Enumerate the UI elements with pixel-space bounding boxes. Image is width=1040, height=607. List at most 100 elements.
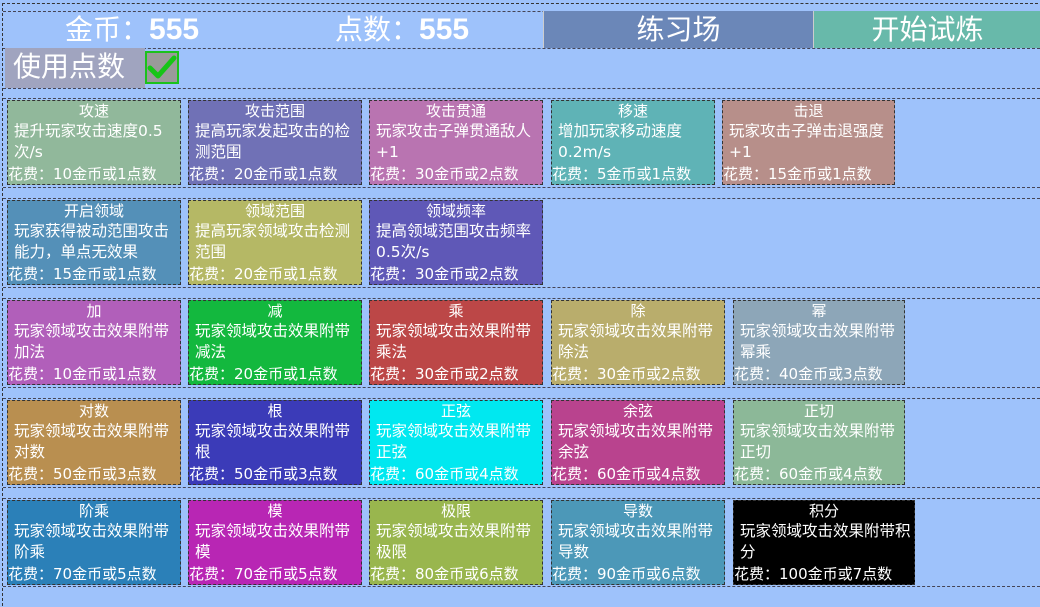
practice-button[interactable]: 练习场	[543, 11, 813, 48]
divider	[3, 387, 1040, 388]
divider	[3, 498, 1040, 499]
upgrade-description: 玩家领域攻击效果附带除法	[558, 322, 714, 361]
upgrade-card[interactable]: 正切 玩家领域攻击效果附带正切 花费：60金币或4点数	[733, 400, 905, 485]
upgrade-description: 玩家攻击子弹击退强度+1	[729, 122, 885, 161]
upgrade-card[interactable]: 余弦玩家领域攻击效果附带余弦花费：60金币或4点数	[551, 400, 725, 485]
upgrade-description: 玩家领域攻击效果附带余弦	[558, 422, 714, 461]
upgrade-title: 模	[267, 502, 283, 520]
upgrade-card[interactable]: 乘玩家领域攻击效果附带乘法花费：30金币或2点数	[369, 300, 543, 385]
upgrade-card[interactable]: 攻速 提升玩家攻击速度0.5次/s 花费：10金币或1点数	[7, 100, 181, 185]
upgrade-cost: 花费：50金币或3点数	[8, 465, 157, 483]
upgrade-description: 玩家领域攻击效果附带导数	[558, 522, 714, 561]
divider	[3, 187, 1040, 188]
upgrade-title: 攻击贯通	[425, 102, 486, 120]
upgrade-description: 玩家领域攻击效果附带阶乘	[14, 522, 170, 561]
upgrade-cost: 花费：5金币或1点数	[552, 165, 692, 183]
upgrade-card[interactable]: 阶乘玩家领域攻击效果附带阶乘花费：70金币或5点数	[7, 500, 181, 585]
upgrade-card[interactable]: 加玩家领域攻击效果附带加法 花费：10金币或1点数	[7, 300, 181, 385]
divider	[3, 48, 1040, 49]
upgrade-title: 减	[267, 302, 283, 320]
upgrade-title: 击退	[793, 102, 824, 120]
upgrade-description: 玩家领域攻击效果附带正弦	[376, 422, 532, 461]
upgrade-card[interactable]: 击退玩家攻击子弹击退强度+1 花费：15金币或1点数	[722, 100, 895, 185]
start-trial-button[interactable]: 开始试炼	[813, 11, 1040, 48]
gold-value: 555	[149, 13, 200, 46]
upgrade-cost: 花费：20金币或1点数	[189, 265, 338, 283]
upgrade-cost: 花费：30金币或2点数	[370, 365, 519, 383]
upgrade-title: 导数	[622, 502, 653, 520]
upgrade-description: 玩家攻击子弹贯通敌人+1	[376, 122, 532, 161]
divider	[3, 298, 1040, 299]
upgrade-title: 领域频率	[425, 202, 486, 220]
upgrade-description: 玩家领域攻击效果附带加法	[14, 322, 170, 361]
upgrade-card[interactable]: 正弦玩家领域攻击效果附带正弦花费：60金币或4点数	[369, 400, 543, 485]
upgrade-cost: 花费：70金币或5点数	[8, 565, 157, 583]
upgrade-card[interactable]: 攻击范围提高玩家发起攻击的检测范围花费：20金币或1点数	[188, 100, 362, 185]
upgrade-title: 根	[267, 402, 283, 420]
divider	[3, 398, 1040, 399]
upgrade-cost: 花费：15金币或1点数	[723, 165, 872, 183]
upgrade-description: 玩家领域攻击效果附带正切	[740, 422, 896, 461]
upgrade-description: 玩家领域攻击效果附带极限	[376, 522, 532, 561]
upgrade-card[interactable]: 对数玩家领域攻击效果附带对数花费：50金币或3点数	[7, 400, 181, 485]
upgrade-card[interactable]: 移速 增加玩家移动速度0.2m/s 花费：5金币或1点数	[551, 100, 715, 185]
upgrade-description: 玩家获得被动范围攻击能力，单点无效果	[14, 222, 170, 261]
upgrade-title: 正弦	[440, 402, 471, 420]
upgrade-card[interactable]: 模玩家领域攻击效果附带模花费：70金币或5点数	[188, 500, 362, 585]
upgrade-title: 阶乘	[78, 502, 109, 520]
upgrade-card[interactable]: 导数玩家领域攻击效果附带导数花费：90金币或6点数	[551, 500, 725, 585]
upgrade-description: 玩家领域攻击效果附带模	[195, 522, 351, 561]
divider	[3, 198, 1040, 199]
upgrade-card[interactable]: 领域频率 提高领域范围攻击频率0.5次/s 花费：30金币或2点数	[369, 200, 543, 285]
upgrade-title: 攻击范围	[244, 102, 305, 120]
upgrade-cost: 花费：60金币或4点数	[552, 465, 701, 483]
upgrade-cost: 花费：15金币或1点数	[8, 265, 157, 283]
upgrade-description: 玩家领域攻击效果附带积分	[740, 522, 911, 561]
divider	[3, 287, 1040, 288]
upgrade-title: 对数	[78, 402, 109, 420]
divider	[3, 88, 1040, 89]
upgrade-title: 领域范围	[244, 202, 305, 220]
use-points-label: 使用点数	[5, 48, 145, 88]
upgrade-cost: 花费：20金币或1点数	[189, 165, 338, 183]
upgrade-cost: 花费：90金币或6点数	[552, 565, 701, 583]
divider	[3, 487, 1040, 488]
use-points-checkbox[interactable]	[145, 51, 179, 84]
upgrade-card[interactable]: 领域范围提高玩家领域攻击检测范围花费：20金币或1点数	[188, 200, 362, 285]
divider	[3, 98, 1040, 99]
upgrade-card[interactable]: 攻击贯通玩家攻击子弹贯通敌人+1 花费：30金币或2点数	[369, 100, 543, 185]
upgrade-cost: 花费：60金币或4点数	[370, 465, 519, 483]
upgrade-cost: 花费：10金币或1点数	[8, 165, 157, 183]
upgrade-description: 提高玩家领域攻击检测范围	[195, 222, 351, 261]
upgrade-card[interactable]: 减玩家领域攻击效果附带减法 花费：20金币或1点数	[188, 300, 362, 385]
upgrade-cost: 花费：70金币或5点数	[189, 565, 338, 583]
divider	[3, 11, 1040, 12]
points-value: 555	[419, 13, 470, 46]
upgrade-title: 乘	[448, 302, 464, 320]
upgrade-cost: 花费：60金币或4点数	[734, 465, 883, 483]
upgrade-title: 加	[86, 302, 102, 320]
gold-display: 金币：555	[65, 11, 199, 48]
upgrade-cost: 花费：80金币或6点数	[370, 565, 519, 583]
upgrade-card[interactable]: 开启领域 玩家获得被动范围攻击能力，单点无效果 花费：15金币或1点数	[7, 200, 181, 285]
upgrade-title: 极限	[440, 502, 471, 520]
upgrade-description: 提高领域范围攻击频率0.5次/s	[376, 222, 532, 261]
upgrade-description: 玩家领域攻击效果附带对数	[14, 422, 170, 461]
upgrade-cost: 花费：40金币或3点数	[734, 365, 883, 383]
upgrade-description: 玩家领域攻击效果附带根	[195, 422, 351, 461]
upgrade-card[interactable]: 除玩家领域攻击效果附带除法 花费：30金币或2点数	[551, 300, 725, 385]
upgrade-description: 玩家领域攻击效果附带减法	[195, 322, 351, 361]
upgrade-cost: 花费：30金币或2点数	[552, 365, 701, 383]
gold-label: 金币：	[65, 13, 150, 46]
window-frame	[2, 3, 1038, 606]
upgrade-description: 玩家领域攻击效果附带乘法	[376, 322, 532, 361]
upgrade-description: 提高玩家发起攻击的检测范围	[195, 122, 351, 161]
upgrade-cost: 花费：30金币或2点数	[370, 165, 519, 183]
upgrade-card[interactable]: 幂玩家领域攻击效果附带幂乘 花费：40金币或3点数	[733, 300, 905, 385]
upgrade-card[interactable]: 积分 玩家领域攻击效果附带积分 花费：100金币或7点数	[733, 500, 915, 585]
upgrade-card[interactable]: 极限玩家领域攻击效果附带极限花费：80金币或6点数	[369, 500, 543, 585]
points-label: 点数：	[335, 13, 420, 46]
upgrade-title: 余弦	[622, 402, 653, 420]
upgrade-cost: 花费：50金币或3点数	[189, 465, 338, 483]
upgrade-card[interactable]: 根玩家领域攻击效果附带根花费：50金币或3点数	[188, 400, 362, 485]
